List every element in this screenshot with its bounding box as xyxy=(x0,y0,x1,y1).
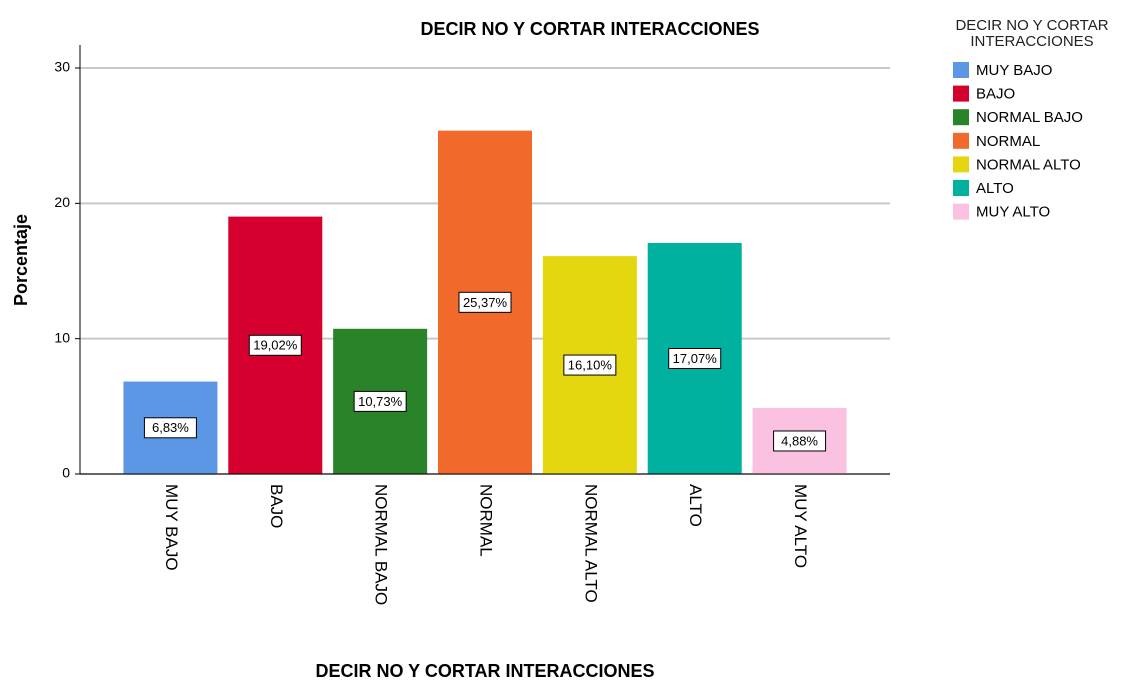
y-axis-label: Porcentaje xyxy=(11,214,31,306)
legend-label: NORMAL xyxy=(976,133,1040,150)
value-label-box xyxy=(458,291,512,313)
x-tick-label: MUY ALTO xyxy=(791,484,810,568)
chart-title: DECIR NO Y CORTAR INTERACCIONES xyxy=(420,19,759,39)
legend-label: BAJO xyxy=(976,86,1015,103)
legend-title: DECIR NO Y CORTAR INTERACCIONES xyxy=(955,17,1109,50)
value-label-box xyxy=(353,390,407,412)
x-axis-label: DECIR NO Y CORTAR INTERACCIONES xyxy=(315,661,654,681)
value-label-box xyxy=(563,354,617,376)
legend-label: NORMAL BAJO xyxy=(976,109,1083,126)
legend-label: NORMAL ALTO xyxy=(976,156,1081,173)
value-label: 4,88% xyxy=(781,433,818,448)
legend-swatch xyxy=(953,156,969,173)
legend-label: MUY BAJO xyxy=(976,62,1052,79)
value-label: 25,37% xyxy=(463,295,508,310)
x-tick-label: ALTO xyxy=(686,484,705,527)
x-tick-label: NORMAL xyxy=(477,484,496,557)
value-label-box xyxy=(668,347,722,369)
legend-swatch xyxy=(953,62,969,78)
value-label: 19,02% xyxy=(253,338,298,353)
legend-swatch xyxy=(953,203,969,220)
legend-swatch xyxy=(953,132,969,149)
x-tick-label: MUY BAJO xyxy=(162,484,181,571)
value-label: 17,07% xyxy=(673,351,718,366)
value-label-box xyxy=(248,334,302,356)
y-tick-label: 30 xyxy=(54,59,70,75)
y-tick-label: 0 xyxy=(62,465,70,481)
legend-label: ALTO xyxy=(976,180,1014,197)
y-tick-label: 10 xyxy=(54,329,70,345)
legend-swatch xyxy=(953,109,969,126)
value-label-box xyxy=(773,430,827,452)
x-tick-label: NORMAL ALTO xyxy=(581,484,600,603)
legend-label: MUY ALTO xyxy=(976,204,1050,221)
value-label: 10,73% xyxy=(358,394,403,409)
value-label: 6,83% xyxy=(152,420,189,435)
legend-swatch xyxy=(953,180,969,196)
legend-swatch xyxy=(953,85,969,102)
value-label: 16,10% xyxy=(568,357,613,372)
x-tick-label: NORMAL BAJO xyxy=(372,484,391,605)
y-tick-label: 20 xyxy=(54,194,70,210)
x-tick-label: BAJO xyxy=(267,484,286,528)
value-label-box xyxy=(143,417,197,439)
